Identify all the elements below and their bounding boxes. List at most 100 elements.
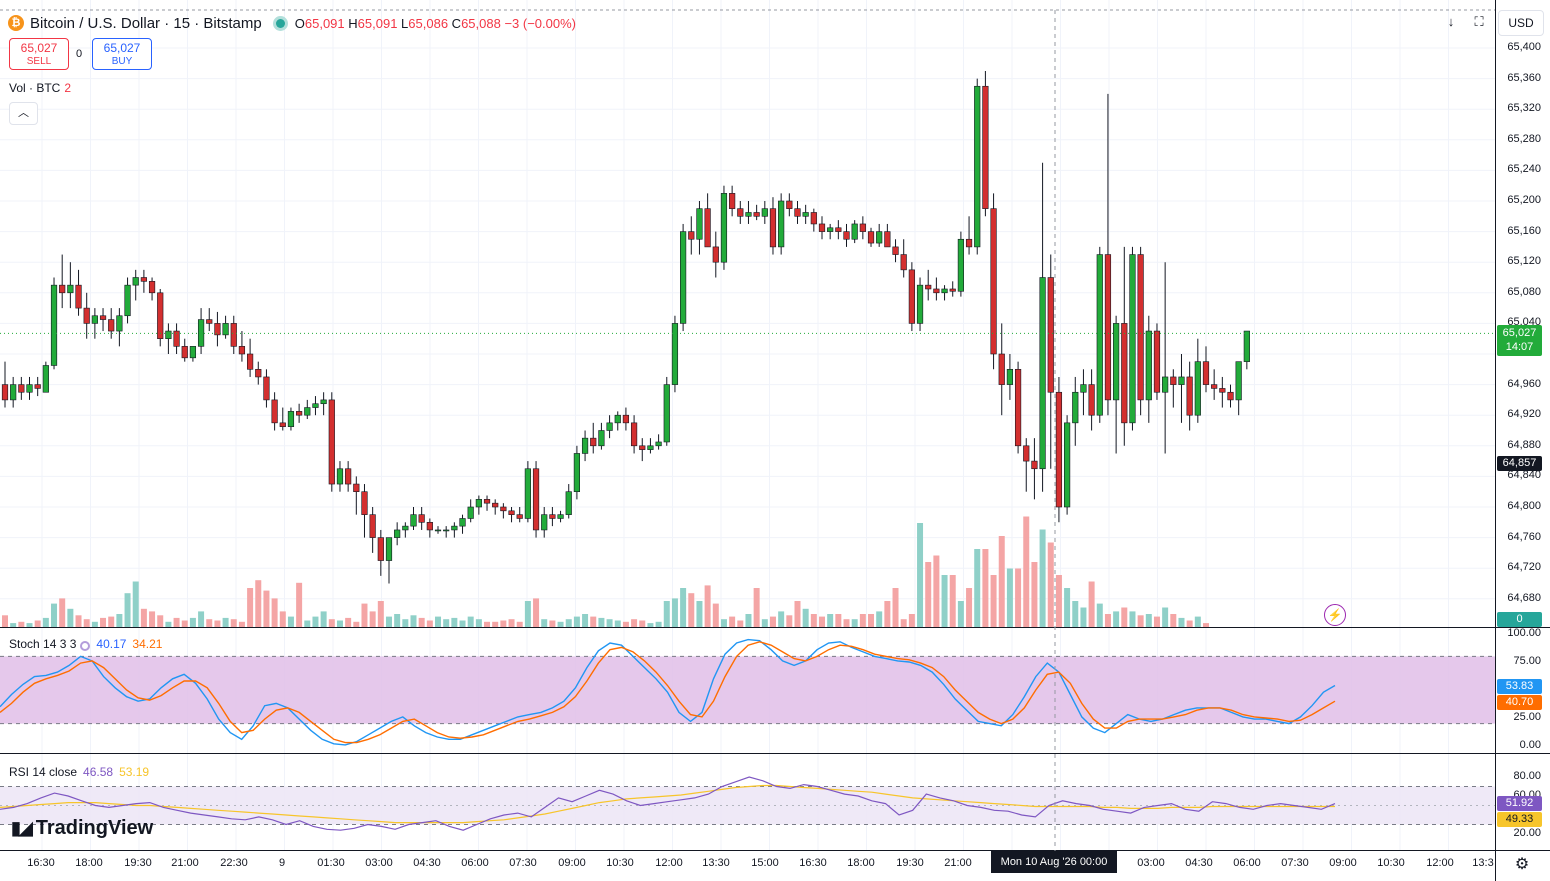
symbol-title[interactable]: Bitcoin / U.S. Dollar · 15 · Bitstamp xyxy=(30,14,262,32)
volume-bar xyxy=(843,619,850,627)
open-value: 65,091 xyxy=(304,15,345,31)
candle-body xyxy=(394,529,401,538)
volume-bar xyxy=(557,621,564,627)
volume-bar xyxy=(271,598,278,627)
stoch-d-tag: 40.70 xyxy=(1497,695,1542,710)
volume-bar xyxy=(124,593,131,627)
rsi-ma-tag: 49.33 xyxy=(1497,812,1542,827)
high-value: 65,091 xyxy=(357,15,398,31)
fullscreen-icon[interactable]: ⛶ xyxy=(1474,14,1484,29)
crosshair-date-label: Mon 10 Aug '26 00:00 xyxy=(991,851,1117,873)
volume-bar xyxy=(475,619,482,627)
market-status-dot xyxy=(275,18,285,28)
candle-body xyxy=(320,399,327,405)
candle-body xyxy=(10,384,17,401)
volume-bar xyxy=(900,619,907,627)
volume-bar xyxy=(810,614,817,627)
volume-bar xyxy=(1088,581,1095,627)
candle-body xyxy=(1047,277,1054,393)
price-axis-label: 64,680 xyxy=(1507,591,1541,604)
volume-bar xyxy=(606,619,613,627)
rsi-legend[interactable]: RSI 14 close 46.58 53.19 xyxy=(9,765,149,779)
sell-button[interactable]: 65,027 SELL xyxy=(9,38,69,70)
volume-bar xyxy=(140,608,147,627)
tradingview-logo[interactable]: ▮◢ TradingView xyxy=(11,817,153,840)
volume-bar xyxy=(582,614,589,627)
price-axis-label: 65,400 xyxy=(1507,41,1541,53)
candle-body xyxy=(696,208,703,240)
candle-body xyxy=(867,231,875,244)
time-axis-label: 18:00 xyxy=(847,857,875,869)
volume-bar xyxy=(426,620,433,627)
volume-bar xyxy=(835,614,842,627)
candle-body xyxy=(941,288,948,294)
buy-label: BUY xyxy=(111,56,133,67)
volume-bar xyxy=(778,611,785,627)
volume-bar xyxy=(149,611,156,627)
time-axis-label: 21:00 xyxy=(944,857,972,869)
time-axis-label: 12:00 xyxy=(1426,857,1454,869)
time-axis-label: 07:30 xyxy=(509,857,537,869)
volume-bar xyxy=(1113,611,1120,627)
time-axis-label: 12:00 xyxy=(655,857,683,869)
candle-body xyxy=(827,227,834,232)
volume-bar xyxy=(908,614,915,627)
time-axis-label: 03:00 xyxy=(1137,857,1165,869)
arrow-down-icon[interactable]: ↓ xyxy=(1447,14,1455,29)
gear-icon[interactable]: ⚙ xyxy=(1514,856,1530,873)
volume-bar xyxy=(1121,607,1128,627)
volume-label: Vol · BTC xyxy=(9,81,61,95)
chevron-up-icon[interactable]: ︿ xyxy=(9,102,38,125)
buy-button[interactable]: 65,027 BUY xyxy=(92,38,152,70)
stoch-legend[interactable]: Stoch 14 3 3 40.17 34.21 xyxy=(9,637,162,651)
time-axis-label: 07:30 xyxy=(1281,857,1309,869)
candle-body xyxy=(516,514,523,519)
lightning-icon[interactable]: ⚡ xyxy=(1324,604,1346,626)
candle-body xyxy=(1186,376,1193,416)
candle-body xyxy=(492,502,499,508)
price-axis-label: 64,960 xyxy=(1507,377,1541,390)
rsi-axis-label: 80.00 xyxy=(1513,770,1541,782)
volume-bar xyxy=(982,549,989,627)
volume-bar xyxy=(247,588,254,627)
volume-bar xyxy=(230,619,237,627)
rsi-ma-line xyxy=(0,784,1335,824)
volume-bar xyxy=(238,621,245,627)
candle-body xyxy=(729,193,736,209)
time-axis-label: 06:00 xyxy=(1233,857,1261,869)
price-axis-label: 65,120 xyxy=(1507,255,1541,268)
volume-bar xyxy=(957,601,964,627)
candle-body xyxy=(1055,391,1063,508)
volume-bar xyxy=(1137,615,1144,627)
candle-body xyxy=(42,365,49,393)
volume-bar xyxy=(680,588,687,627)
volume-value: 2 xyxy=(64,81,72,95)
volume-bar xyxy=(1039,529,1046,627)
rsi-title: RSI 14 close xyxy=(9,765,78,779)
volume-bar xyxy=(868,614,875,627)
candle-body xyxy=(443,529,450,532)
volume-bar xyxy=(573,616,580,627)
volume-legend[interactable]: Vol · BTC 2 xyxy=(9,81,71,95)
candle-body xyxy=(91,315,98,324)
candle-body xyxy=(214,323,221,336)
price-axis-label: 64,800 xyxy=(1507,500,1541,512)
candle-body xyxy=(769,208,777,248)
candle-body xyxy=(1088,384,1095,416)
volume-bar xyxy=(802,608,809,627)
volume-bar xyxy=(737,620,744,627)
symbol-legend[interactable]: ₿ Bitcoin / U.S. Dollar · 15 · Bitstamp … xyxy=(8,13,576,33)
price-axis-label: 65,360 xyxy=(1507,71,1541,84)
candle-body xyxy=(34,384,41,389)
price-axis-label: 64,760 xyxy=(1507,530,1541,543)
currency-selector[interactable]: USD xyxy=(1498,10,1544,36)
candle-body xyxy=(1145,330,1152,401)
volume-bar xyxy=(51,603,58,627)
price-axis-label: 65,320 xyxy=(1507,102,1541,115)
volume-bar xyxy=(998,536,1005,627)
candle-body xyxy=(279,422,286,427)
candle-body xyxy=(385,537,393,561)
candle-body xyxy=(116,315,123,332)
candle-body xyxy=(287,411,295,427)
